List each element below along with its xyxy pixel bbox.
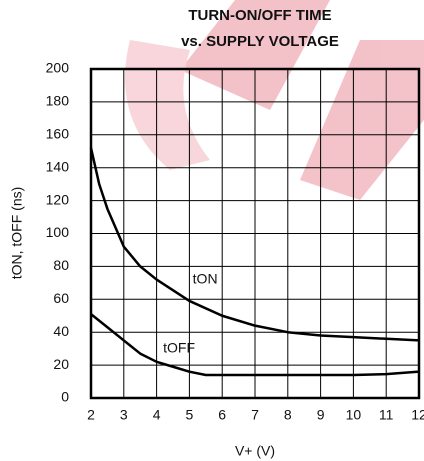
data-line — [90, 313, 420, 377]
x-tick-label: 4 — [153, 407, 161, 423]
series-label: tOFF — [163, 339, 195, 355]
x-axis-label: V+ (V) — [235, 443, 275, 459]
x-tick-label: 9 — [317, 407, 325, 423]
y-tick-label: 160 — [46, 126, 70, 142]
series-label: tON — [193, 270, 218, 286]
y-tick-label: 0 — [61, 389, 69, 405]
data-line — [89, 147, 420, 342]
y-tick-label: 200 — [46, 60, 70, 76]
plot-frame — [89, 67, 421, 400]
x-tick-label: 5 — [186, 407, 194, 423]
x-tick-label: 3 — [120, 407, 128, 423]
x-tick-label: 7 — [251, 407, 259, 423]
x-tick-label: 2 — [87, 407, 95, 423]
watermark — [125, 0, 424, 200]
y-tick-label: 180 — [46, 93, 70, 109]
y-tick-label: 140 — [46, 158, 70, 174]
y-tick-label: 100 — [46, 224, 70, 240]
x-tick-label: 12 — [411, 407, 424, 423]
y-tick-label: 60 — [53, 290, 69, 306]
chart-title: TURN-ON/OFF TIME — [188, 7, 331, 24]
y-axis-label: tON, tOFF (ns) — [9, 187, 25, 280]
chart-subtitle: vs. SUPPLY VOLTAGE — [181, 33, 339, 50]
y-tick-label: 20 — [53, 356, 69, 372]
y-tick-label: 120 — [46, 191, 70, 207]
x-tick-label: 10 — [346, 407, 362, 423]
x-tick-label: 8 — [284, 407, 292, 423]
x-tick-label: 6 — [218, 407, 226, 423]
y-tick-label: 80 — [53, 257, 69, 273]
y-tick-label: 40 — [53, 323, 69, 339]
x-tick-label: 11 — [379, 407, 394, 423]
